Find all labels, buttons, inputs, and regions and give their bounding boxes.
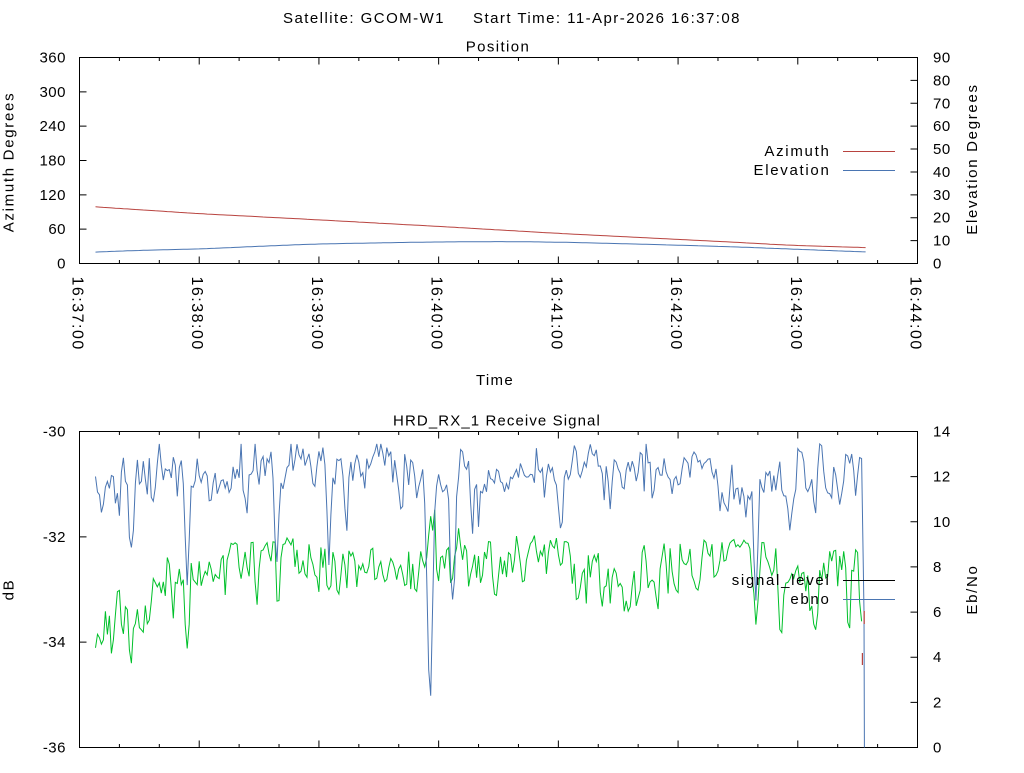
svg-text:50: 50 (933, 141, 951, 158)
svg-text:Satellite: GCOM-W1 Start T: Satellite: GCOM-W1 Start Time: 11-Apr-20… (283, 10, 741, 27)
svg-text:180: 180 (39, 153, 66, 170)
svg-text:120: 120 (39, 187, 66, 204)
svg-text:16:40:00: 16:40:00 (428, 277, 445, 351)
svg-text:0: 0 (933, 256, 942, 273)
svg-text:16:38:00: 16:38:00 (188, 276, 205, 350)
svg-text:90: 90 (933, 50, 951, 67)
svg-text:360: 360 (39, 50, 66, 67)
svg-text:70: 70 (933, 95, 951, 112)
svg-text:Eb/No: Eb/No (964, 564, 981, 614)
svg-text:60: 60 (48, 221, 66, 238)
svg-text:signal_level: signal_level (732, 572, 831, 589)
svg-text:16:44:00: 16:44:00 (907, 277, 924, 351)
svg-text:2: 2 (933, 694, 942, 711)
svg-text:Elevation: Elevation (753, 162, 830, 179)
svg-text:Position: Position (466, 39, 531, 56)
svg-text:6: 6 (933, 604, 942, 621)
svg-text:40: 40 (933, 164, 951, 181)
svg-text:10: 10 (933, 514, 951, 531)
svg-text:-32: -32 (43, 529, 66, 546)
svg-text:Time: Time (476, 372, 514, 389)
svg-text:16:37:00: 16:37:00 (69, 277, 86, 351)
svg-text:-30: -30 (43, 424, 66, 441)
svg-text:16:39:00: 16:39:00 (308, 277, 325, 351)
svg-text:0: 0 (57, 256, 66, 273)
svg-text:60: 60 (933, 118, 951, 135)
svg-text:16:41:00: 16:41:00 (547, 276, 564, 350)
svg-text:16:43:00: 16:43:00 (787, 277, 804, 351)
svg-text:HRD_RX_1 Receive Signal: HRD_RX_1 Receive Signal (393, 413, 601, 430)
svg-text:0: 0 (933, 740, 942, 757)
svg-text:80: 80 (933, 72, 951, 89)
svg-text:Azimuth Degrees: Azimuth Degrees (1, 92, 18, 233)
svg-text:-34: -34 (43, 634, 66, 651)
svg-text:-36: -36 (43, 740, 66, 757)
svg-text:4: 4 (933, 649, 942, 666)
svg-text:240: 240 (39, 118, 66, 135)
svg-text:ebno: ebno (790, 591, 830, 608)
svg-text:Azimuth: Azimuth (764, 143, 830, 160)
svg-text:dB: dB (1, 579, 18, 601)
svg-text:10: 10 (933, 233, 951, 250)
svg-text:16:42:00: 16:42:00 (667, 276, 684, 350)
svg-text:Elevation Degrees: Elevation Degrees (964, 83, 981, 234)
svg-text:30: 30 (933, 187, 951, 204)
svg-text:300: 300 (39, 84, 66, 101)
svg-text:20: 20 (933, 210, 951, 227)
svg-text:14: 14 (933, 424, 951, 441)
svg-text:12: 12 (933, 469, 951, 486)
svg-text:8: 8 (933, 559, 942, 576)
